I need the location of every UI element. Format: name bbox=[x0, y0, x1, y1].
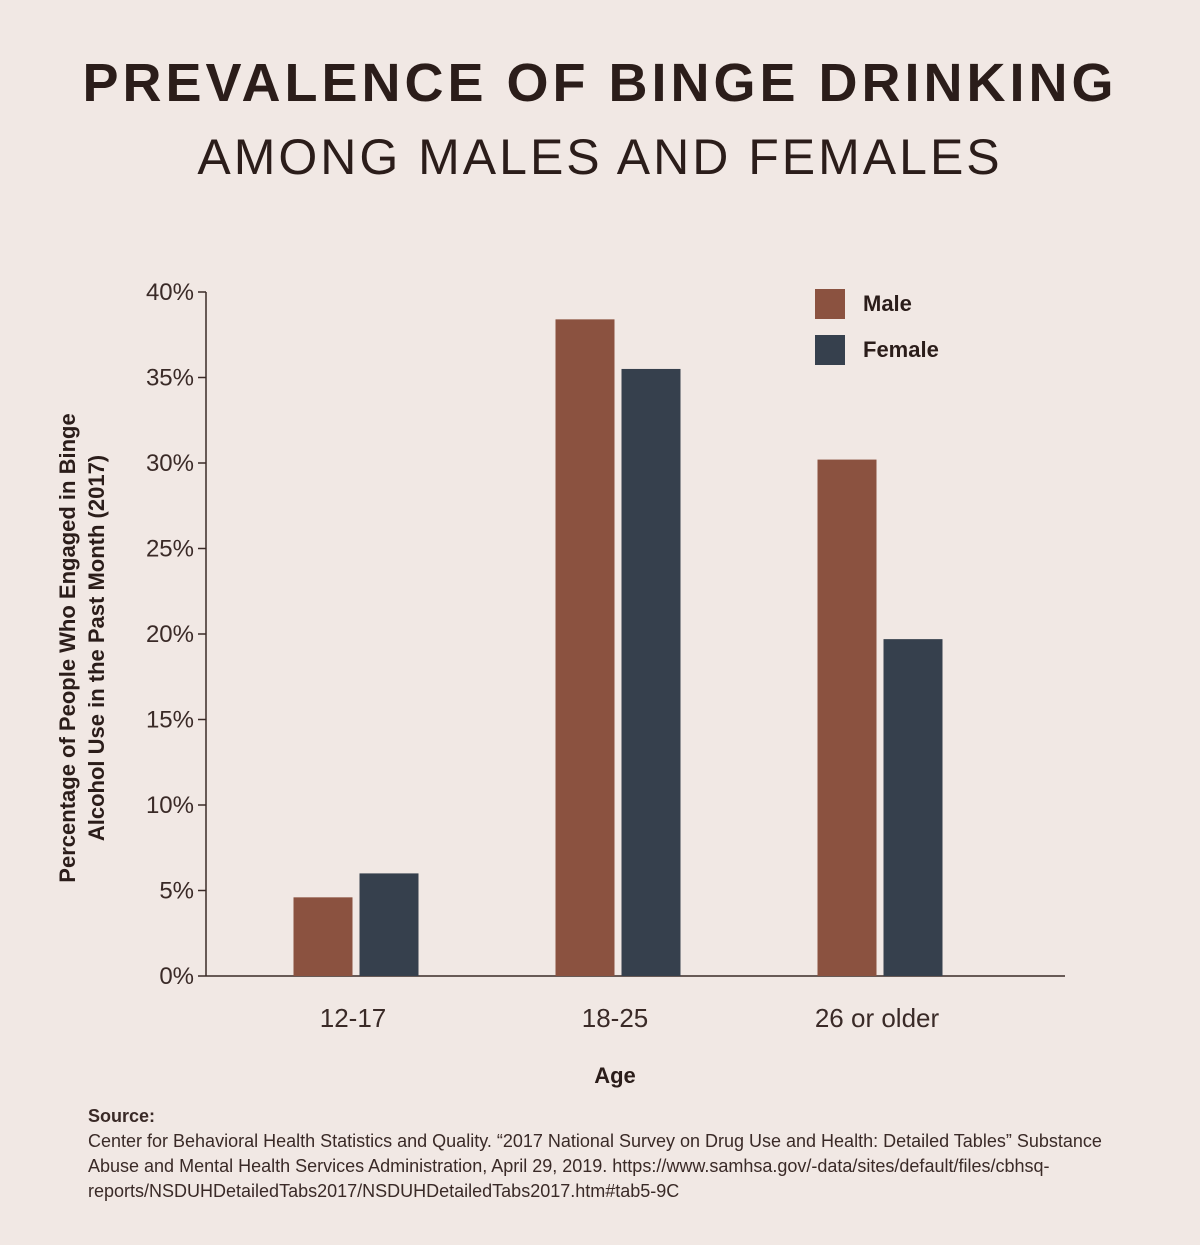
legend-swatch-female bbox=[815, 335, 845, 365]
y-tick-label: 30% bbox=[146, 450, 194, 477]
legend-label-female: Female bbox=[863, 337, 939, 362]
bar-female-2 bbox=[883, 639, 943, 976]
y-axis-ticks: 0% 5% 10% 15% 20% 25% 30% 35% 40% bbox=[146, 279, 206, 990]
bar-male-2 bbox=[817, 459, 877, 977]
bar-male-0 bbox=[293, 897, 353, 976]
y-tick-label: 25% bbox=[146, 536, 194, 563]
x-axis-categories: 12-17 18-25 26 or older bbox=[320, 1003, 940, 1033]
y-tick-label: 35% bbox=[146, 365, 194, 392]
bar-male-1 bbox=[555, 319, 615, 976]
y-tick-label: 20% bbox=[146, 621, 194, 648]
y-axis-title-line1: Percentage of People Who Engaged in Bing… bbox=[55, 413, 80, 882]
bar-female-0 bbox=[359, 873, 419, 976]
y-axis-title-line2: Alcohol Use in the Past Month (2017) bbox=[84, 455, 109, 841]
source-note: Source: Center for Behavioral Health Sta… bbox=[88, 1104, 1148, 1204]
y-tick-label: 0% bbox=[159, 963, 194, 990]
bar-female-1 bbox=[621, 368, 681, 976]
source-heading: Source: bbox=[88, 1106, 156, 1126]
x-category-label: 12-17 bbox=[320, 1003, 387, 1033]
legend: Male Female bbox=[815, 289, 939, 365]
chart-title: PREVALENCE OF BINGE DRINKING bbox=[82, 53, 1118, 113]
x-category-label: 18-25 bbox=[582, 1003, 649, 1033]
y-tick-label: 5% bbox=[159, 878, 194, 905]
x-category-label: 26 or older bbox=[815, 1003, 940, 1033]
bar-chart: 0% 5% 10% 15% 20% 25% 30% 35% 40% 12-17 18-25 26 o… bbox=[55, 279, 1065, 1088]
y-tick-label: 40% bbox=[146, 279, 194, 306]
source-text: Center for Behavioral Health Statistics … bbox=[88, 1131, 1102, 1201]
y-tick-label: 15% bbox=[146, 707, 194, 734]
legend-label-male: Male bbox=[863, 291, 912, 316]
legend-swatch-male bbox=[815, 289, 845, 319]
chart-subtitle: AMONG MALES AND FEMALES bbox=[197, 129, 1003, 185]
y-tick-label: 10% bbox=[146, 792, 194, 819]
bars-group bbox=[293, 319, 943, 977]
x-axis-title: Age bbox=[594, 1063, 636, 1088]
